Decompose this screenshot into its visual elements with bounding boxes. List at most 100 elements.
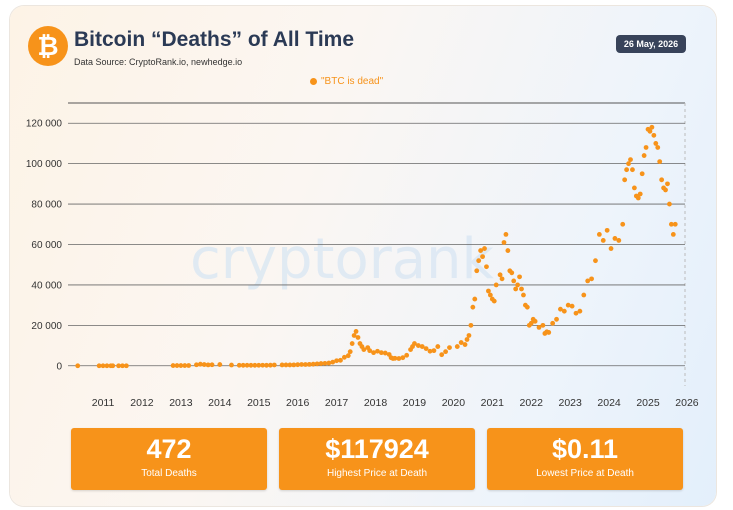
data-point [593, 258, 598, 264]
x-tick-label: 2015 [247, 397, 271, 409]
x-tick-label: 2017 [325, 397, 349, 409]
data-point [558, 306, 563, 312]
x-tick-label: 2023 [558, 397, 582, 409]
y-tick-label: 100 000 [26, 159, 63, 170]
data-point [264, 362, 269, 368]
stat-label: Lowest Price at Death [536, 468, 634, 479]
data-point [670, 231, 676, 237]
data-point [349, 341, 355, 346]
data-point [651, 132, 657, 138]
data-point [521, 292, 526, 298]
data-point [209, 362, 215, 368]
data-point [476, 258, 482, 264]
data-point [201, 362, 207, 367]
data-point [596, 231, 602, 237]
data-point [491, 298, 497, 304]
data-point [447, 345, 452, 350]
data-point [400, 355, 406, 361]
data-point [260, 362, 266, 368]
data-point [367, 348, 373, 354]
data-point [435, 344, 441, 349]
x-tick-label: 2011 [92, 397, 115, 409]
data-point [375, 348, 380, 354]
data-point [116, 363, 122, 369]
data-point [248, 362, 254, 368]
data-point [306, 361, 312, 367]
x-tick-label: 2012 [130, 397, 154, 409]
legend-dot-icon [310, 78, 317, 85]
data-point [256, 362, 262, 368]
data-point [497, 272, 503, 278]
stat-value: 472 [146, 434, 192, 464]
data-point [470, 304, 476, 310]
data-point [419, 344, 425, 349]
y-tick-label: 0 [56, 361, 62, 372]
x-tick-label: 2021 [481, 397, 505, 409]
data-point [511, 278, 517, 284]
data-point [622, 177, 628, 183]
data-point [291, 362, 297, 368]
data-point [404, 352, 410, 358]
data-point [347, 349, 353, 355]
y-tick-label: 60 000 [31, 240, 62, 251]
data-point [616, 238, 622, 243]
stat-value: $0.11 [551, 434, 619, 464]
data-point [612, 236, 618, 241]
data-point [96, 363, 102, 369]
data-point [178, 363, 184, 368]
data-point [501, 240, 507, 245]
data-point [486, 288, 491, 294]
chart-legend: "BTC is dead" [310, 76, 383, 87]
chart-card: ₿ Bitcoin “Deaths” of All Time Data Sour… [10, 6, 716, 506]
data-point [355, 335, 361, 340]
data-point [120, 363, 125, 369]
data-point [361, 347, 367, 353]
data-point [536, 324, 542, 330]
data-point [653, 141, 659, 146]
data-point [581, 292, 587, 298]
data-point [503, 231, 509, 237]
data-point [283, 362, 289, 368]
stat-value: $117924 [325, 434, 429, 464]
x-tick-label: 2025 [636, 397, 660, 409]
data-point [439, 352, 445, 358]
data-point [668, 221, 674, 227]
data-point [338, 357, 343, 363]
data-point [303, 362, 308, 367]
legend-label: "BTC is dead" [321, 76, 384, 87]
data-point [318, 361, 324, 366]
x-tick-label: 2024 [597, 397, 621, 409]
data-point [314, 361, 320, 367]
data-point [628, 157, 633, 163]
data-points [75, 124, 678, 369]
stat-highest-price: $117924 Highest Price at Death [279, 428, 475, 490]
data-point [341, 354, 347, 360]
data-point [229, 362, 234, 368]
data-point [569, 303, 575, 309]
data-point [174, 363, 180, 368]
stat-label: Total Deaths [141, 468, 197, 479]
data-point [672, 221, 678, 227]
stat-label: Highest Price at Death [326, 468, 428, 479]
data-point [630, 167, 635, 173]
data-point [472, 296, 478, 302]
data-point [431, 348, 437, 354]
x-tick-label: 2026 [675, 397, 699, 409]
data-point [334, 358, 339, 364]
watermark-text: cryptorank [190, 227, 495, 292]
data-point [310, 361, 316, 367]
data-point [546, 330, 552, 335]
page-title: Bitcoin “Deaths” of All Time [74, 28, 355, 51]
data-point [123, 363, 129, 369]
data-point [624, 167, 630, 173]
data-point [573, 310, 579, 316]
grid-lines [68, 102, 686, 386]
data-point [466, 333, 472, 338]
data-point [396, 356, 402, 361]
data-point [647, 128, 653, 134]
data-point [345, 353, 351, 359]
data-point [378, 350, 384, 356]
data-point [515, 282, 521, 288]
data-point [517, 274, 522, 280]
data-point [443, 349, 448, 355]
